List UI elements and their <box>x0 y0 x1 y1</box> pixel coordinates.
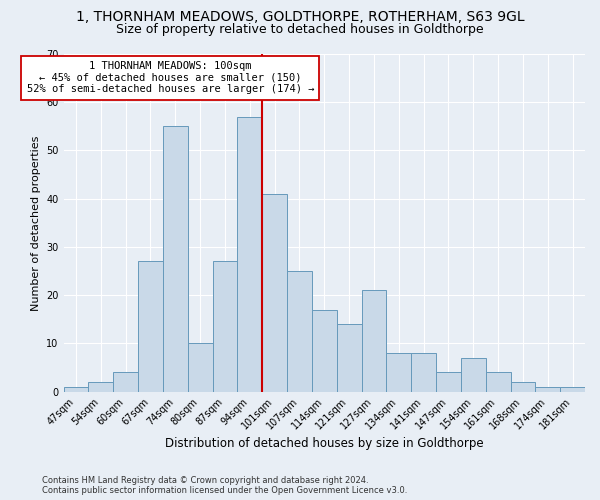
Bar <box>535 387 560 392</box>
Bar <box>560 387 585 392</box>
Bar <box>511 382 535 392</box>
Bar <box>411 353 436 392</box>
Bar <box>386 353 411 392</box>
X-axis label: Distribution of detached houses by size in Goldthorpe: Distribution of detached houses by size … <box>165 437 484 450</box>
Bar <box>485 372 511 392</box>
Bar <box>362 290 386 392</box>
Bar <box>262 194 287 392</box>
Text: 1, THORNHAM MEADOWS, GOLDTHORPE, ROTHERHAM, S63 9GL: 1, THORNHAM MEADOWS, GOLDTHORPE, ROTHERH… <box>76 10 524 24</box>
Bar <box>64 387 88 392</box>
Bar <box>163 126 188 392</box>
Bar <box>188 344 212 392</box>
Bar <box>113 372 138 392</box>
Bar <box>138 262 163 392</box>
Text: Contains HM Land Registry data © Crown copyright and database right 2024.
Contai: Contains HM Land Registry data © Crown c… <box>42 476 407 495</box>
Bar <box>312 310 337 392</box>
Text: Size of property relative to detached houses in Goldthorpe: Size of property relative to detached ho… <box>116 22 484 36</box>
Bar <box>436 372 461 392</box>
Bar <box>88 382 113 392</box>
Bar <box>461 358 485 392</box>
Bar <box>238 116 262 392</box>
Bar <box>287 271 312 392</box>
Text: 1 THORNHAM MEADOWS: 100sqm
← 45% of detached houses are smaller (150)
52% of sem: 1 THORNHAM MEADOWS: 100sqm ← 45% of deta… <box>26 61 314 94</box>
Bar <box>337 324 362 392</box>
Bar <box>212 262 238 392</box>
Y-axis label: Number of detached properties: Number of detached properties <box>31 135 41 310</box>
